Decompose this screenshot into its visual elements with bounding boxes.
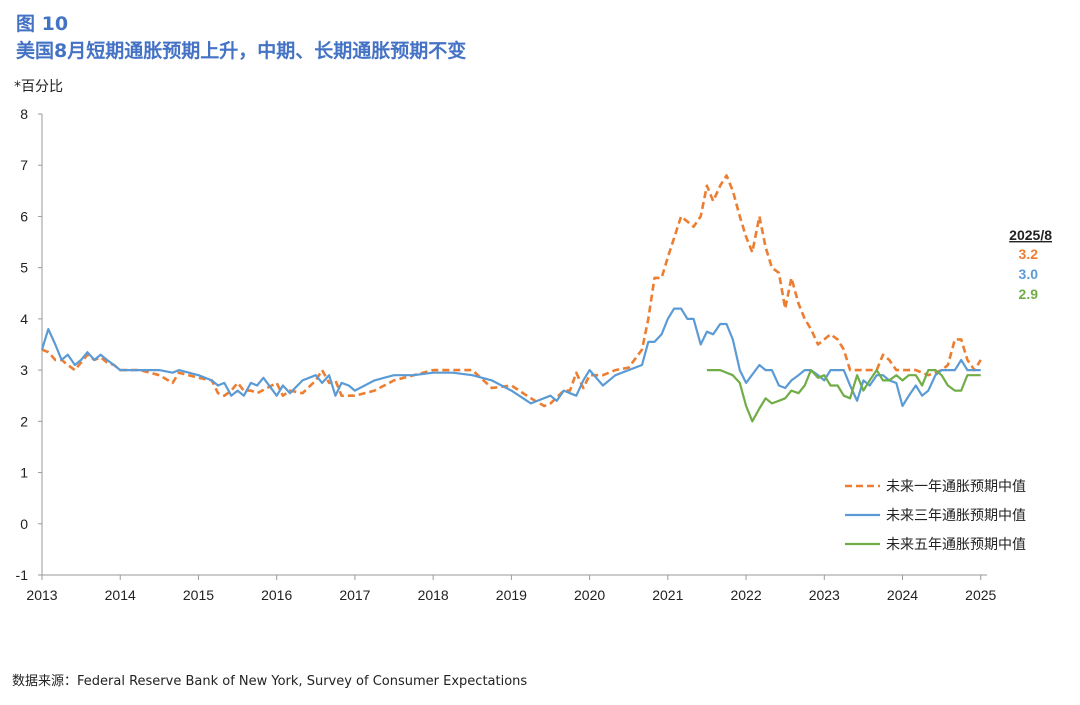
x-tick-label: 2021: [652, 587, 683, 603]
x-axis: 2013 2014 2015 2016 2017 2018 2019 2020 2021 2022…: [26, 574, 997, 603]
end-value-label: 3.2: [1019, 246, 1039, 262]
end-value-label: 3.0: [1019, 266, 1039, 282]
series-line-2: [40, 307, 981, 408]
end-value-label: 2.9: [1019, 286, 1039, 302]
y-tick-label: 8: [20, 106, 28, 122]
y-tick-label: -1: [16, 567, 29, 583]
y-tick-label: 2: [20, 413, 28, 429]
y-tick-label: 5: [20, 260, 28, 276]
end-annotation-header: 2025/8: [1009, 227, 1052, 243]
x-tick-label: 2013: [26, 587, 57, 603]
legend-label: 未来一年通胀预期中值: [886, 479, 1026, 495]
y-tick-label: 6: [20, 208, 28, 224]
x-tick-label: 2019: [496, 587, 527, 603]
y-tick-label: 3: [20, 362, 28, 378]
y-tick-label: 0: [20, 516, 28, 532]
x-tick-label: 2024: [887, 587, 918, 603]
x-tick-label: 2016: [261, 587, 292, 603]
x-tick-label: 2020: [574, 587, 605, 603]
figure-label: 图 10: [16, 13, 69, 35]
x-tick-label: 2017: [339, 587, 370, 603]
series-line-3: [706, 369, 981, 423]
y-axis: -1 0 1 2 3 4 5 6 7 8: [16, 106, 43, 583]
chart-title: 美国8月短期通胀预期上升，中期、长期通胀预期不变: [16, 40, 467, 62]
data-source-note: 数据来源：Federal Reserve Bank of New York, S…: [12, 674, 528, 689]
legend-label: 未来三年通胀预期中值: [886, 508, 1026, 524]
x-tick-label: 2025: [965, 587, 996, 603]
series-layer: [40, 174, 982, 423]
series-line-1: [41, 174, 982, 408]
x-tick-label: 2014: [105, 587, 136, 603]
x-tick-label: 2018: [418, 587, 449, 603]
end-annotation: 2025/8 3.2 3.0 2.9: [1009, 227, 1052, 302]
legend-label: 未来五年通胀预期中值: [886, 537, 1026, 553]
y-tick-label: 4: [20, 311, 28, 327]
x-tick-label: 2023: [809, 587, 840, 603]
x-tick-label: 2015: [183, 587, 214, 603]
unit-note: *百分比: [14, 79, 63, 95]
x-tick-label: 2022: [730, 587, 761, 603]
y-tick-label: 7: [20, 157, 28, 173]
y-tick-label: 1: [20, 465, 28, 481]
